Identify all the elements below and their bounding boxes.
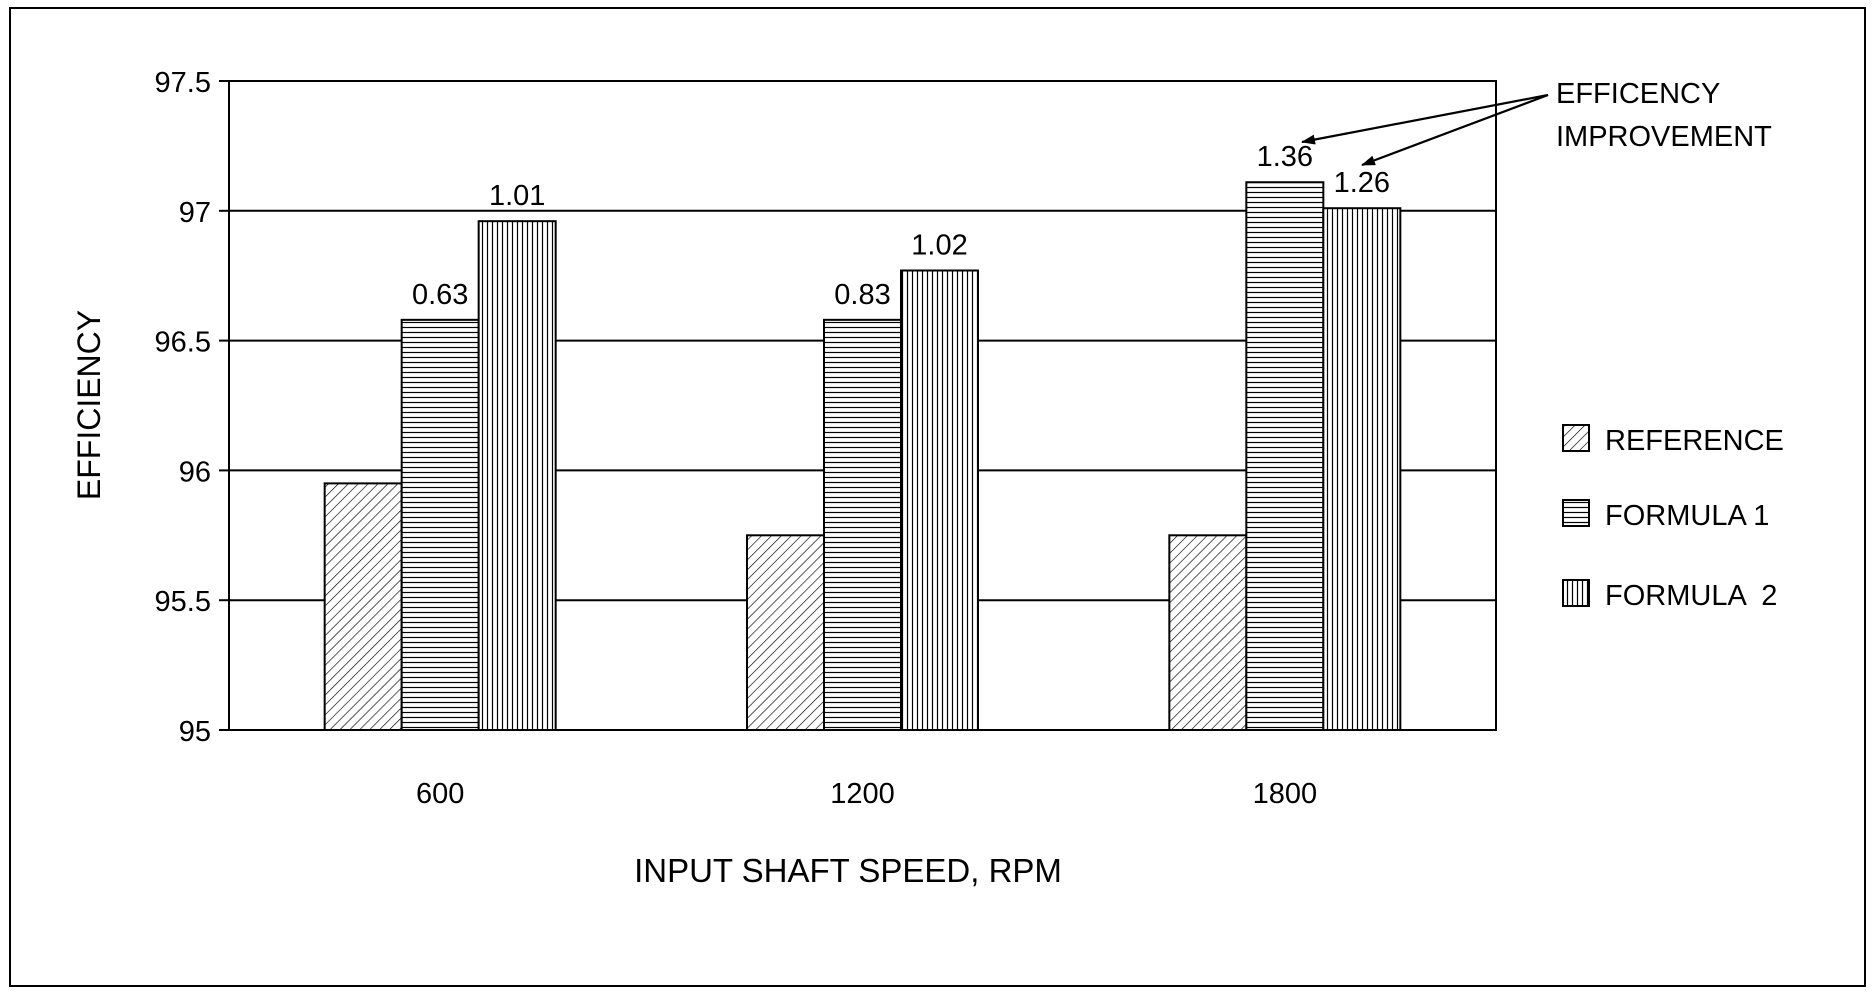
y-axis-label: EFFICIENCY <box>71 310 107 500</box>
legend-label: FORMULA 1 <box>1605 500 1769 532</box>
legend-swatch-vertical <box>1563 580 1589 606</box>
annotation-line-2: IMPROVEMENT <box>1556 121 1772 153</box>
legend-swatch-diagonal <box>1563 425 1589 451</box>
data-label: 0.63 <box>412 279 468 311</box>
data-label: 1.02 <box>911 230 967 262</box>
bar-vertical-1800 <box>1323 208 1400 730</box>
data-label: 1.36 <box>1257 141 1313 173</box>
x-tick-label: 1200 <box>830 778 895 810</box>
y-tick-label: 97.5 <box>155 67 211 99</box>
legend-swatch-horizontal <box>1563 500 1589 526</box>
data-label: 0.83 <box>834 279 890 311</box>
bar-horizontal-1200 <box>824 320 901 730</box>
y-tick-label: 96.5 <box>155 327 211 359</box>
bar-diagonal-1200 <box>747 535 824 730</box>
y-tick-label: 95 <box>179 716 211 748</box>
bar-horizontal-600 <box>402 320 479 730</box>
legend-label: REFERENCE <box>1605 425 1784 457</box>
y-tick-label: 96 <box>179 456 211 488</box>
annotation-line-1: EFFICENCY <box>1556 78 1720 110</box>
y-tick-labels: 95 95.5 96 96.5 97 97.5 <box>155 67 211 748</box>
data-label: 1.01 <box>489 180 545 212</box>
bar-diagonal-600 <box>325 483 402 730</box>
x-tick-label: 1800 <box>1253 778 1318 810</box>
x-axis-label: INPUT SHAFT SPEED, RPM <box>634 852 1062 889</box>
bar-diagonal-1800 <box>1169 535 1246 730</box>
bar-vertical-600 <box>479 221 556 730</box>
x-tick-labels: 600 1200 1800 <box>416 778 1317 810</box>
bars <box>325 182 1401 730</box>
y-tick-label: 95.5 <box>155 586 211 618</box>
annotation-arrow-2 <box>1362 95 1548 165</box>
bar-horizontal-1800 <box>1246 182 1323 730</box>
data-label: 1.26 <box>1334 167 1390 199</box>
annotation: EFFICENCY IMPROVEMENT <box>1302 78 1772 165</box>
legend: REFERENCE FORMULA 1 FORMULA 2 <box>1563 425 1784 612</box>
annotation-arrow-1 <box>1302 95 1548 142</box>
bar-vertical-1200 <box>901 271 978 730</box>
legend-label: FORMULA 2 <box>1605 580 1777 612</box>
x-tick-label: 600 <box>416 778 464 810</box>
y-tick-label: 97 <box>179 197 211 229</box>
